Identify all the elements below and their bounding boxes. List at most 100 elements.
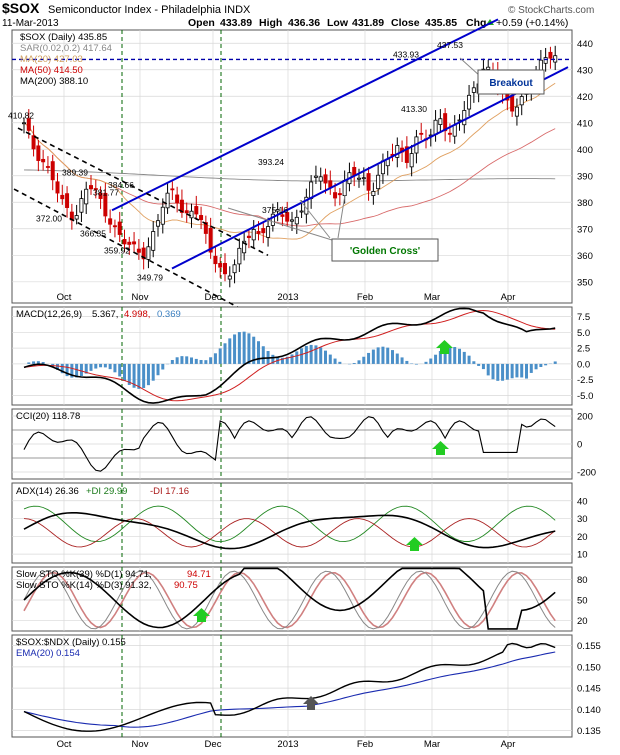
price-annotation: 384.66	[108, 180, 134, 190]
candle-body	[152, 231, 155, 250]
candle-body	[46, 166, 49, 167]
macd-histogram-bar	[386, 348, 389, 364]
macd-histogram-bar	[247, 333, 250, 364]
candle-body	[118, 222, 121, 234]
legend-adx: ADX(14) 26.36	[16, 486, 79, 497]
macd-histogram-bar	[305, 346, 308, 364]
macd-histogram-bar	[511, 364, 514, 378]
macd-histogram-bar	[506, 364, 509, 380]
legend-sto1: Slow STO %K(39) %D(1) 94.71,	[16, 569, 152, 580]
ohlc-chg: +0.59 (+0.14%)	[496, 17, 568, 29]
macd-tick-label: -5.0	[577, 391, 593, 402]
price-annotation: 372.00	[36, 213, 62, 223]
macd-histogram-bar	[496, 364, 499, 381]
macd-histogram-bar	[195, 359, 198, 364]
candle-body	[266, 227, 269, 238]
sto-tick-label: 80	[577, 575, 588, 586]
price-tick-label: 430	[577, 65, 593, 76]
macd-histogram-bar	[180, 356, 183, 364]
macd-histogram-bar	[396, 354, 399, 364]
macd-histogram-bar	[472, 361, 475, 364]
ohlc-high-label: High	[259, 17, 282, 29]
candle-body	[439, 119, 442, 125]
macd-histogram-bar	[219, 348, 222, 363]
macd-histogram-bar	[501, 364, 504, 381]
price-tick-label: 390	[577, 171, 593, 182]
candle-body	[32, 136, 35, 149]
candle-body	[372, 191, 375, 195]
macd-histogram-bar	[27, 362, 30, 363]
candle-body	[238, 248, 241, 264]
macd-histogram-bar	[539, 364, 542, 367]
candle-body	[185, 211, 188, 213]
legend-plus-di: +DI 29.99	[86, 486, 127, 497]
macd-histogram-bar	[482, 364, 485, 369]
macd-histogram-bar	[224, 343, 227, 364]
cci-tick-label: -200	[577, 468, 596, 479]
macd-histogram-bar	[238, 332, 241, 364]
price-tick-label: 350	[577, 277, 593, 288]
legend-cci: CCI(20) 118.78	[16, 411, 80, 422]
macd-histogram-bar	[142, 364, 145, 388]
candle-body	[223, 263, 226, 273]
candle-body	[420, 133, 423, 134]
candle-body	[467, 95, 470, 109]
candle-body	[75, 216, 78, 220]
price-x-label: Apr	[501, 292, 516, 303]
candle-body	[233, 265, 236, 273]
ohlc-close: 435.85	[425, 17, 457, 29]
macd-tick-label: -2.5	[577, 375, 593, 386]
macd-histogram-bar	[161, 364, 164, 370]
macd-histogram-bar	[228, 338, 231, 364]
candle-body	[80, 199, 83, 213]
macd-tick-label: 7.5	[577, 312, 590, 323]
candle-body	[295, 217, 298, 224]
price-x-label: Oct	[57, 292, 72, 303]
candle-body	[515, 107, 518, 116]
macd-histogram-bar	[425, 362, 428, 364]
macd-histogram-bar	[295, 351, 298, 364]
candle-body	[338, 194, 341, 195]
macd-histogram-bar	[204, 360, 207, 364]
macd-histogram-bar	[99, 364, 102, 367]
price-annotation: 393.24	[258, 157, 284, 167]
legend-sto2-d: 90.75	[174, 580, 198, 591]
ratio-tick-label: 0.135	[577, 726, 601, 737]
bottom-x-label: Oct	[57, 739, 72, 750]
ohlc-open: 433.89	[220, 17, 252, 29]
adx-tick-label: 40	[577, 496, 588, 507]
ratio-tick-label: 0.140	[577, 705, 601, 716]
macd-tick-label: 0.0	[577, 359, 590, 370]
ratio-tick-label: 0.145	[577, 684, 601, 695]
macd-histogram-bar	[310, 345, 313, 364]
cci-tick-label: 200	[577, 412, 593, 423]
macd-histogram-bar	[554, 361, 557, 363]
price-tick-label: 420	[577, 92, 593, 103]
candle-body	[487, 67, 490, 69]
chart-date: 11-Mar-2013	[2, 18, 59, 29]
sto-tick-label: 50	[577, 596, 588, 607]
macd-histogram-bar	[353, 363, 356, 364]
candle-body	[262, 228, 265, 232]
breakout-label: Breakout	[489, 78, 533, 89]
macd-histogram-bar	[401, 357, 404, 363]
candle-body	[56, 182, 59, 193]
candle-body	[109, 219, 112, 224]
legend-ratio: $SOX:$NDX (Daily) 0.155	[16, 637, 126, 648]
candle-body	[343, 180, 346, 195]
macd-histogram-bar	[257, 341, 260, 364]
price-tick-label: 380	[577, 198, 593, 209]
macd-histogram-bar	[329, 355, 332, 364]
candle-body	[171, 189, 174, 190]
price-x-label: Dec	[205, 292, 222, 303]
macd-histogram-bar	[434, 355, 437, 364]
candle-body	[290, 220, 293, 221]
bottom-x-label: Dec	[205, 739, 222, 750]
macd-histogram-bar	[453, 347, 456, 364]
price-x-label: Feb	[357, 292, 373, 303]
macd-histogram-bar	[391, 350, 394, 364]
legend-ma200: MA(200) 388.10	[20, 76, 88, 87]
candle-body	[511, 96, 514, 111]
candle-body	[85, 189, 88, 204]
macd-histogram-bar	[367, 353, 370, 364]
